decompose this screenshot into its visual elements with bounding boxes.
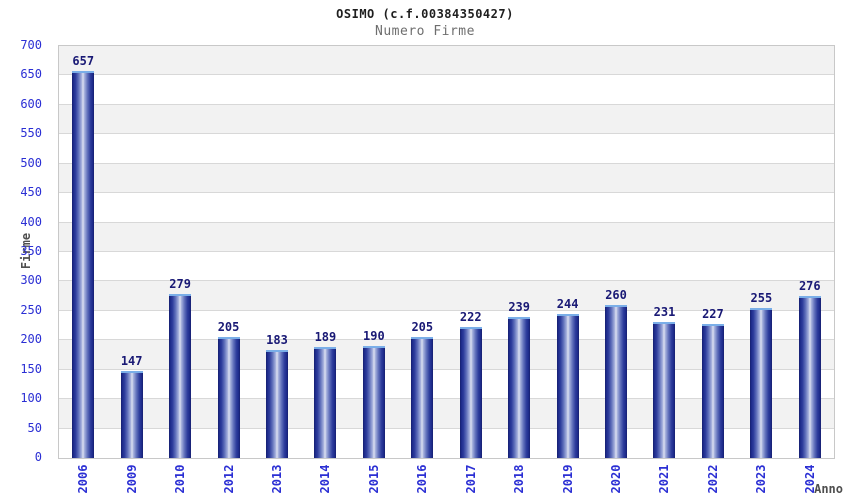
- x-tick-label: 2009: [124, 464, 139, 494]
- x-tick-label: 2016: [415, 464, 430, 494]
- gridline: [59, 162, 834, 164]
- x-axis-title: Anno: [814, 482, 843, 496]
- y-tick-label: 700: [20, 38, 42, 52]
- bar-2014: [314, 346, 337, 458]
- y-tick-label: 650: [20, 67, 42, 82]
- y-tick-label: 400: [20, 214, 42, 229]
- x-tick-label: 2013: [269, 464, 284, 494]
- gridline: [59, 251, 834, 252]
- bar-value-label: 190: [363, 329, 385, 344]
- y-tick-label: 350: [20, 244, 42, 258]
- bar-value-label: 147: [120, 354, 143, 369]
- bar-2020: [605, 304, 628, 458]
- bar-value-label: 239: [508, 300, 530, 315]
- x-tick-label: 2012: [221, 464, 236, 494]
- x-tick-label: 2019: [560, 464, 575, 494]
- background-band: [59, 46, 834, 76]
- bar-2009: [120, 371, 143, 458]
- background-band: [59, 104, 834, 135]
- y-tick-label: 550: [20, 126, 42, 141]
- x-tick-label: 2020: [609, 464, 624, 494]
- y-tick-label: 100: [20, 391, 42, 406]
- gridline: [59, 192, 834, 194]
- gridline: [59, 368, 834, 370]
- bar-value-label: 279: [169, 276, 191, 291]
- x-tick-label: 2023: [754, 464, 769, 494]
- bar-2017: [459, 327, 482, 458]
- x-tick-label: 2017: [463, 464, 478, 494]
- plot-area: 657 147 279 205 183 189 190 205 222 239 244 260 231 2…: [58, 45, 835, 459]
- bar-2023: [750, 307, 773, 458]
- y-tick-label: 500: [20, 155, 42, 170]
- gridline: [59, 74, 834, 76]
- y-axis-tick-labels: 0 50 100 150 200 250 300 350 400 450 500 550 600 650 7…: [0, 38, 50, 464]
- chart-title: OSIMO (c.f.00384350427): [336, 7, 514, 21]
- y-tick-label: 300: [20, 273, 42, 288]
- bar-2018: [508, 317, 531, 458]
- background-band: [59, 222, 834, 252]
- gridline: [59, 339, 834, 341]
- y-tick-label: 250: [20, 302, 42, 317]
- x-tick-label: 2015: [366, 464, 381, 494]
- bar-2013: [265, 350, 288, 458]
- gridline: [59, 221, 834, 223]
- bar-2022: [701, 324, 724, 458]
- y-tick-label: 600: [20, 96, 42, 111]
- bar-2006: [72, 71, 95, 458]
- gridline: [59, 427, 834, 429]
- bar-value-label: 260: [605, 287, 627, 302]
- gridline: [59, 133, 834, 135]
- bar-value-label: 205: [411, 320, 434, 335]
- bar-value-label: 255: [750, 290, 773, 305]
- x-tick-label: 2014: [318, 464, 333, 494]
- gridline: [59, 280, 834, 282]
- bar-2015: [362, 346, 385, 458]
- y-tick-label: 0: [34, 450, 42, 464]
- x-tick-label: 2010: [173, 464, 188, 494]
- gridline: [59, 103, 834, 105]
- bar-2016: [411, 337, 434, 458]
- bar-2010: [169, 293, 192, 458]
- y-tick-label: 200: [20, 332, 42, 347]
- y-tick-label: 50: [27, 420, 42, 435]
- bar-value-label: 183: [266, 333, 288, 348]
- bar-value-label: 231: [653, 305, 676, 320]
- x-tick-label: 2018: [512, 464, 527, 494]
- y-tick-label: 150: [20, 361, 42, 376]
- bar-value-label: 244: [556, 297, 579, 312]
- x-tick-label: 2006: [76, 464, 91, 494]
- bar-2012: [217, 337, 240, 458]
- y-tick-label: 450: [20, 185, 42, 200]
- x-tick-label: 2022: [705, 464, 720, 494]
- bar-value-label: 227: [702, 307, 724, 322]
- gridline: [59, 309, 834, 311]
- bar-value-label: 205: [217, 320, 240, 335]
- chart-subtitle: Numero Firme: [375, 24, 475, 39]
- background-band: [59, 163, 834, 194]
- bar-value-label: 222: [459, 310, 482, 325]
- bar-2024: [798, 295, 821, 458]
- x-tick-label: 2021: [657, 464, 672, 494]
- bar-value-label: 657: [72, 54, 95, 69]
- bar-2021: [653, 322, 676, 458]
- bar-value-label: 189: [314, 329, 337, 344]
- bar-2019: [556, 314, 579, 458]
- bar-value-label: 276: [798, 278, 821, 293]
- gridline: [59, 398, 834, 400]
